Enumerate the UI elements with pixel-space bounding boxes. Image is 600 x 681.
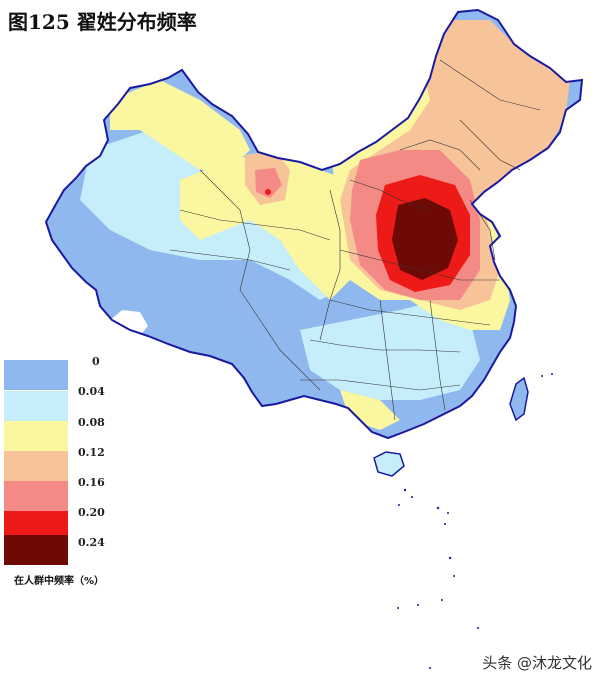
legend-swatch-3 (4, 451, 68, 481)
country-outline (44, 8, 584, 440)
hainan-island (373, 451, 405, 477)
taiwan-island (509, 376, 529, 422)
legend-label-3: 0.12 (78, 446, 105, 459)
region-level-0.24 (392, 198, 458, 280)
legend-swatch-0 (4, 360, 68, 390)
legend-label-1: 0.04 (78, 385, 105, 398)
legend-swatch-1 (4, 391, 68, 421)
region-level-0.08 (110, 80, 250, 170)
map-title: 图125 翟姓分布频率 (8, 10, 197, 34)
legend-label-0: 0 (92, 355, 100, 368)
sea-islands (397, 373, 553, 669)
legend-label-2: 0.08 (78, 416, 105, 429)
legend-caption: 在人群中频率（%） (14, 576, 105, 587)
legend-swatch-4 (4, 481, 68, 511)
legend-swatch-2 (4, 421, 68, 451)
legend-label-6: 0.24 (78, 536, 105, 549)
province-boundaries (169, 59, 541, 421)
legend-label-4: 0.16 (78, 476, 105, 489)
legend-swatch-6 (4, 535, 68, 565)
watermark: 头条 @沐龙文化 (482, 654, 592, 672)
lake-gap (108, 310, 148, 338)
region-level-0.20 (265, 189, 271, 195)
region-level-0.08 (180, 150, 360, 300)
legend-label-5: 0.20 (78, 506, 105, 519)
region-level-0.16 (255, 168, 282, 198)
